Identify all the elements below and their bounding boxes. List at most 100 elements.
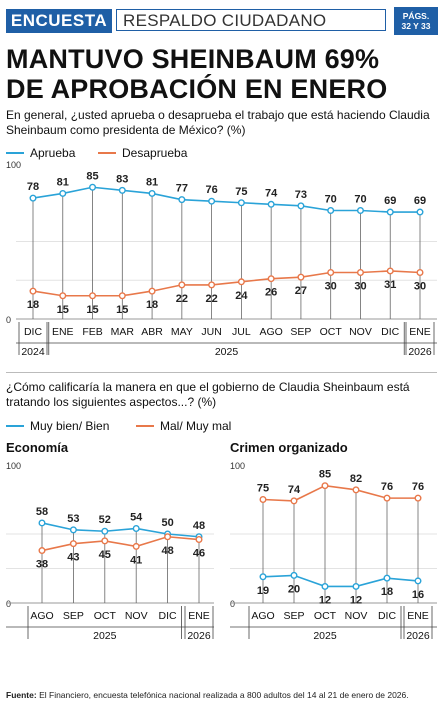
data-point [132,542,140,550]
data-label: 38 [36,559,48,571]
data-point [321,582,329,590]
data-label: 53 [67,513,79,525]
data-label: 20 [288,583,300,595]
data-point [356,268,364,276]
data-label: 19 [257,585,269,597]
data-point [101,527,109,535]
data-label: 52 [99,514,111,526]
data-point [208,197,216,205]
y-tick-label-max: 100 [230,461,245,471]
data-label: 48 [193,520,205,532]
x-tick-label: NOV [349,326,372,338]
year-label: 2024 [21,346,45,358]
x-tick-label: SEP [290,326,311,338]
x-tick-label: DIC [159,610,178,622]
question-approval: En general, ¿usted aprueba o desaprueba … [6,108,430,137]
data-label: 22 [205,293,217,305]
x-tick-label: JUL [232,326,251,338]
data-point [327,268,335,276]
data-point [29,287,37,295]
data-label: 18 [146,299,158,311]
x-tick-label: ENE [407,610,429,622]
data-label: 76 [412,481,424,493]
divider [6,372,437,373]
source-label: Fuente: [6,690,37,700]
x-tick-label: SEP [63,610,84,622]
data-label: 26 [265,287,277,299]
data-label: 82 [350,473,362,485]
data-label: 15 [86,304,98,316]
data-label: 54 [130,511,143,523]
data-point [38,519,46,527]
source-text: El Financiero, encuesta telefónica nacio… [39,690,409,700]
year-label: 2026 [187,630,211,642]
x-tick-label: NOV [125,610,148,622]
x-tick-label: MAY [171,326,193,338]
data-point [386,267,394,275]
data-label: 83 [116,173,128,185]
legend-item-mal: Mal/ Muy mal [136,419,231,433]
data-label: 85 [319,469,331,481]
y-tick-label-max: 100 [6,461,21,471]
data-point [148,189,156,197]
data-label: 31 [384,279,396,291]
pages-badge: PÁGS. 32 Y 33 [394,7,438,35]
data-point [118,186,126,194]
data-point [259,573,267,581]
x-tick-label: OCT [320,326,343,338]
approval-chart: 100 0 78 18 81 15 85 15 83 15 81 18 77 22 76 22 75 24 74 26… [6,160,437,358]
year-label: 2025 [313,630,337,642]
data-label: 81 [57,176,69,188]
data-point [414,494,422,502]
x-tick-label: JUN [201,326,221,338]
data-label: 18 [27,299,39,311]
data-label: 77 [176,183,188,195]
year-label: 2026 [406,630,430,642]
x-tick-label: DIC [24,326,43,338]
x-tick-label: OCT [314,610,337,622]
legend-swatch-mal [136,424,154,427]
data-point [178,281,186,289]
data-point [59,189,67,197]
x-tick-label: AGO [259,326,282,338]
x-tick-label: ENE [188,610,210,622]
data-label: 50 [161,517,173,529]
data-point [267,275,275,283]
data-label: 48 [161,545,173,557]
data-point [327,207,335,215]
data-label: 22 [176,293,188,305]
data-point [237,278,245,286]
legend-label-desaprueba: Desaprueba [122,146,188,160]
data-label: 12 [319,594,331,606]
data-label: 41 [130,554,142,566]
data-label: 30 [354,281,366,293]
data-label: 18 [381,586,393,598]
data-point [297,202,305,210]
year-label: 2026 [408,346,432,358]
crimen-chart: 100 0 19 75 20 74 12 85 12 82 18 76 16 76 AGO SEP OCT NOV… [230,461,437,642]
data-point [297,273,305,281]
section-badge: ENCUESTA [6,9,112,33]
data-label: 75 [235,186,247,198]
data-point [352,486,360,494]
data-point [356,207,364,215]
data-point [416,208,424,216]
legend-label-muy-bien: Muy bien/ Bien [30,419,110,433]
economia-title: Economía [6,440,69,455]
data-label: 15 [116,304,128,316]
data-point [290,571,298,579]
x-tick-label: OCT [94,610,117,622]
series-line-a [262,574,419,588]
data-label: 24 [235,290,248,302]
data-point [178,196,186,204]
data-label: 30 [325,281,337,293]
data-point [386,208,394,216]
legend-swatch-desaprueba [98,151,116,154]
legend-label-aprueba: Aprueba [30,146,76,160]
data-point [383,494,391,502]
series-line-b [32,270,421,297]
data-point [290,497,298,505]
data-point [101,537,109,545]
question-aspects: ¿Cómo calificaría la manera en que el go… [6,380,410,409]
headline: MANTUVO SHEINBAUM 69% DE APROBACIÓN EN E… [6,44,437,104]
